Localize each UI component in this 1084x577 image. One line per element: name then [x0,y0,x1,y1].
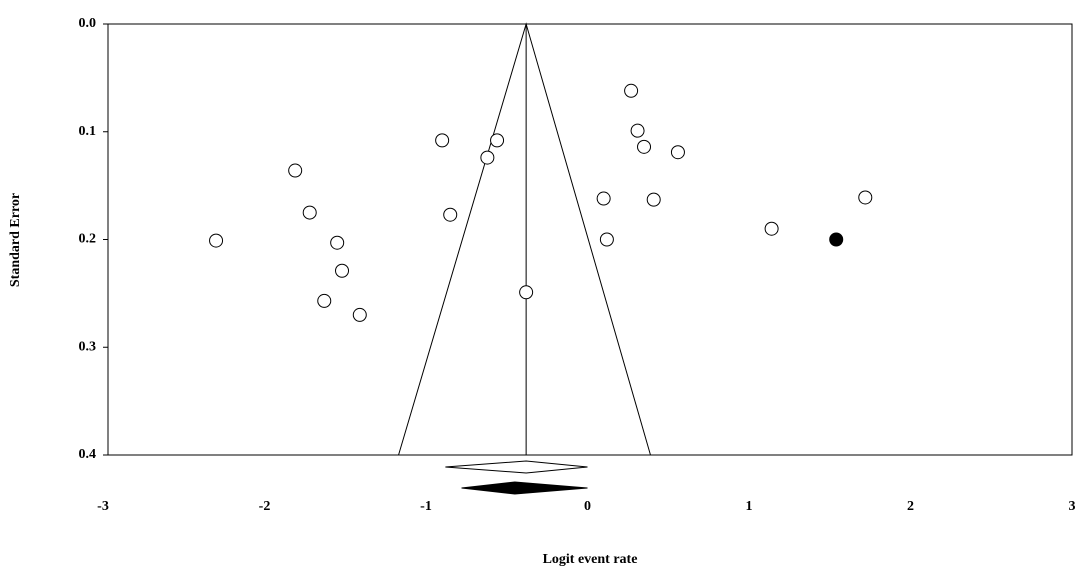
study-point [302,205,317,220]
y-tick-label: 0.3 [79,339,97,354]
study-point [858,190,873,205]
study-point [624,83,639,98]
study-point [670,145,685,160]
x-tick-label: 3 [1069,499,1076,514]
y-tick-label: 0.1 [79,124,97,139]
x-tick-label: -2 [259,499,271,514]
x-tick-label: 2 [907,499,914,514]
study-point [209,233,224,248]
study-point [630,123,645,138]
plot-frame [107,23,1073,456]
study-point [288,163,303,178]
x-tick-label: -1 [420,499,432,514]
imputed-point [829,232,844,247]
study-point [596,191,611,206]
x-tick-label: 0 [584,499,591,514]
study-point [637,139,652,154]
y-axis-title: Standard Error [8,193,23,287]
study-point [443,207,458,222]
study-point [435,133,450,148]
summary-imputed [461,481,588,495]
study-point [764,221,779,236]
study-point [519,285,534,300]
y-tick-label: 0.4 [79,447,97,462]
x-tick-label: 1 [746,499,753,514]
x-tick-label: -3 [97,499,109,514]
study-point [335,263,350,278]
funnel [398,22,651,456]
study-point [317,293,332,308]
study-point [352,307,367,322]
study-point [490,133,505,148]
study-point [330,235,345,250]
summary-observed [445,460,588,474]
y-tick-label: 0.0 [79,16,97,31]
y-tick-label: 0.2 [79,232,97,247]
study-point [599,232,614,247]
study-point [646,192,661,207]
x-axis-title: Logit event rate [543,552,638,567]
study-point [480,150,495,165]
